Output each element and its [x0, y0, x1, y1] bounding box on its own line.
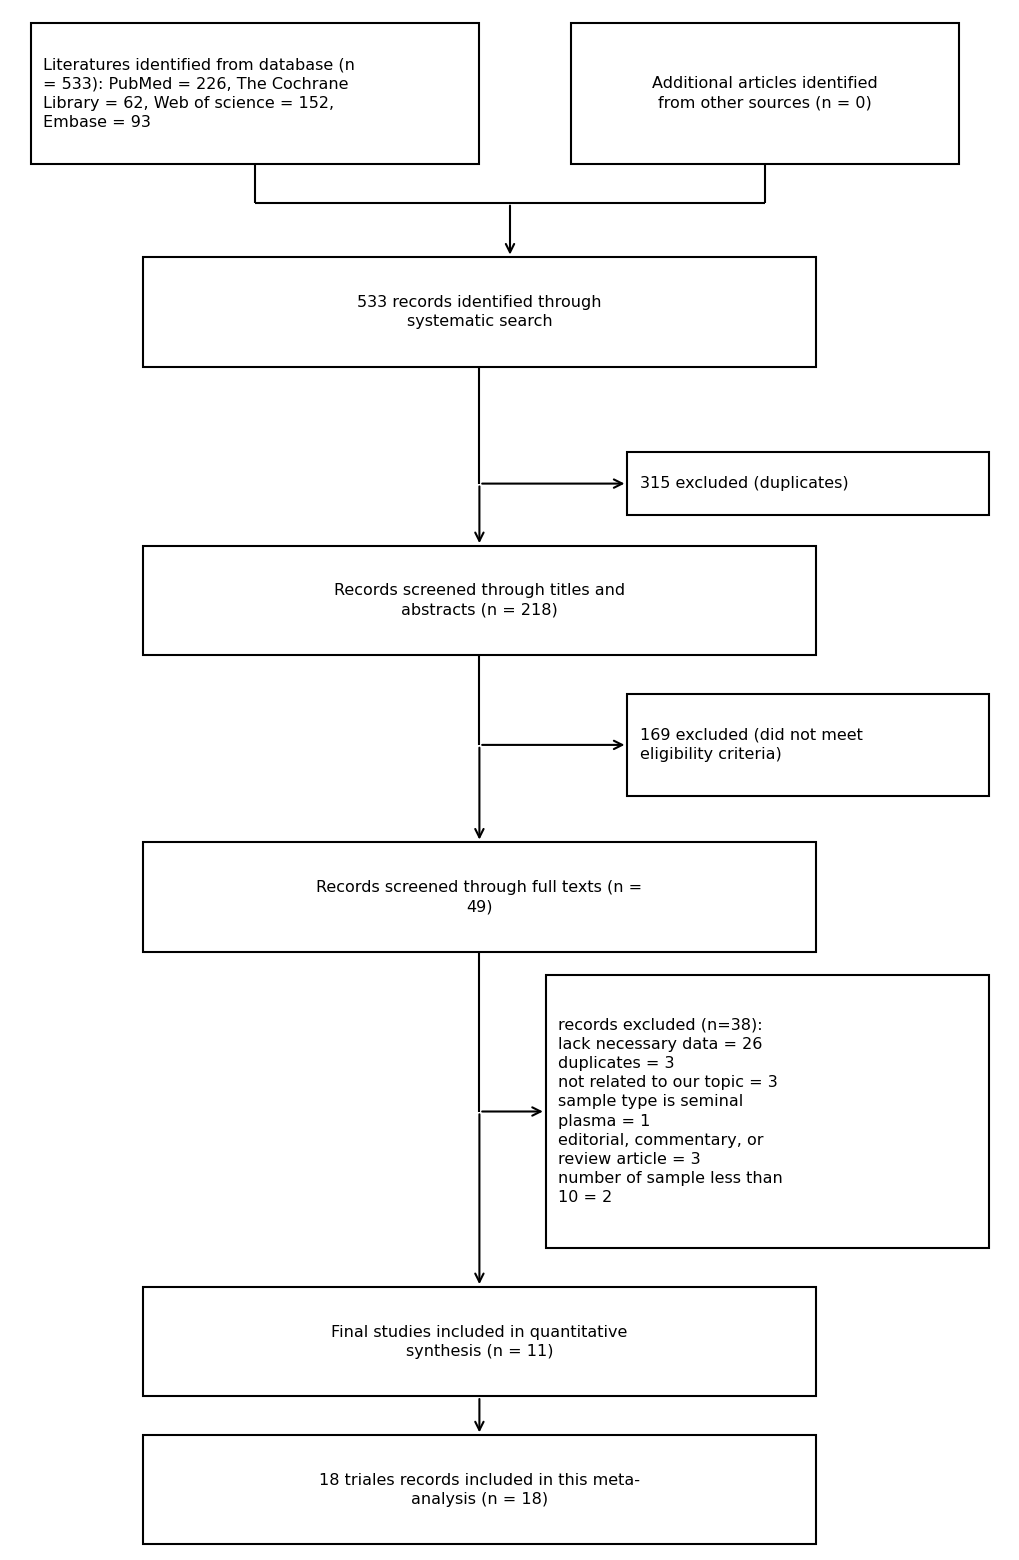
Text: Records screened through full texts (n =
49): Records screened through full texts (n =… — [316, 880, 642, 914]
Text: 18 triales records included in this meta-
analysis (n = 18): 18 triales records included in this meta… — [319, 1473, 639, 1507]
FancyBboxPatch shape — [571, 23, 958, 164]
Text: 315 excluded (duplicates): 315 excluded (duplicates) — [639, 476, 848, 491]
FancyBboxPatch shape — [143, 842, 815, 952]
FancyBboxPatch shape — [627, 694, 988, 796]
Text: Records screened through titles and
abstracts (n = 218): Records screened through titles and abst… — [333, 583, 625, 618]
Text: records excluded (n=38):
lack necessary data = 26
duplicates = 3
not related to : records excluded (n=38): lack necessary … — [557, 1017, 782, 1206]
Text: Final studies included in quantitative
synthesis (n = 11): Final studies included in quantitative s… — [331, 1324, 627, 1359]
FancyBboxPatch shape — [545, 975, 988, 1248]
Text: 169 excluded (did not meet
eligibility criteria): 169 excluded (did not meet eligibility c… — [639, 729, 862, 761]
FancyBboxPatch shape — [627, 452, 988, 515]
FancyBboxPatch shape — [143, 546, 815, 655]
FancyBboxPatch shape — [143, 1287, 815, 1396]
FancyBboxPatch shape — [31, 23, 479, 164]
FancyBboxPatch shape — [143, 1435, 815, 1544]
Text: Additional articles identified
from other sources (n = 0): Additional articles identified from othe… — [651, 76, 877, 111]
Text: 533 records identified through
systematic search: 533 records identified through systemati… — [357, 295, 601, 329]
Text: Literatures identified from database (n
= 533): PubMed = 226, The Cochrane
Libra: Literatures identified from database (n … — [43, 58, 355, 129]
FancyBboxPatch shape — [143, 257, 815, 367]
